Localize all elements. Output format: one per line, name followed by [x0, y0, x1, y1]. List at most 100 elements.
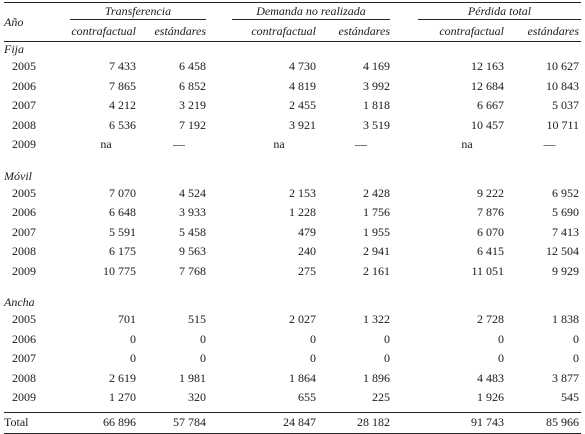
value-cell: 701	[118, 312, 136, 327]
value-cell: 7 413	[552, 224, 580, 239]
value-cell: 515	[188, 312, 207, 327]
value-cell: 6 536	[109, 117, 136, 132]
value-cell: 10 627	[546, 59, 580, 74]
table-row: 2007 4 212 3 219 2 455 1 818 6 667 5 037	[4, 96, 581, 116]
year-cell: 2008	[12, 370, 36, 385]
value-cell: 7 876	[477, 205, 505, 220]
value-cell: 6 952	[552, 185, 580, 200]
year-cell: 2006	[12, 78, 36, 93]
total-value: 28 182	[357, 415, 391, 429]
group-header-row: Año Transferencia Demanda no realizada P…	[4, 2, 582, 29]
value-cell: 275	[298, 263, 317, 278]
value-cell: 6 667	[477, 98, 505, 113]
value-cell: 4 483	[477, 370, 505, 385]
value-cell: 1 981	[179, 370, 207, 385]
section-label: Fija	[4, 42, 24, 56]
table-row: 2008 6 536 7 192 3 921 3 519 10 457 10 7…	[4, 116, 581, 136]
value-cell: 3 877	[552, 370, 580, 385]
value-cell: 0	[573, 351, 580, 366]
sub-header-estandares-2: estándares	[338, 24, 391, 38]
value-cell: 5 690	[552, 205, 580, 220]
year-cell: 2006	[12, 331, 36, 346]
value-cell: 0	[310, 331, 317, 346]
group-header-transferencia: Transferencia	[56, 3, 210, 23]
year-cell: 2005	[12, 59, 36, 74]
value-cell: 2 455	[289, 98, 317, 113]
value-cell: —	[173, 137, 185, 152]
table-row: 2005 7 070 4 524 2 153 2 428 9 222 6 952	[4, 184, 581, 204]
year-cell: 2006	[12, 205, 36, 220]
value-cell: 0	[200, 331, 207, 346]
value-cell: 2 428	[363, 185, 391, 200]
total-row: Total 66 896 57 784 24 847 28 182 91 743…	[4, 412, 582, 433]
value-cell: 7 192	[179, 117, 207, 132]
value-cell: 12 504	[546, 244, 580, 259]
value-cell: —	[543, 137, 556, 152]
value-cell: 2 619	[109, 370, 136, 385]
table-row: 2005 7 433 6 458 4 730 4 169 12 163 10 6…	[4, 57, 581, 77]
value-cell: 479	[298, 224, 317, 239]
table-row: 2009 1 270 320 655 225 1 926 545	[4, 388, 582, 412]
value-cell: 6 175	[109, 244, 136, 259]
value-cell: 1 270	[109, 390, 136, 405]
value-cell: 1 228	[289, 205, 317, 220]
year-cell: 2008	[12, 117, 36, 132]
year-cell: 2007	[12, 98, 36, 113]
value-cell: 2 153	[289, 185, 317, 200]
value-cell: 6 070	[477, 224, 505, 239]
table-row: 2007 5 591 5 458 479 1 955 6 070 7 413	[4, 223, 581, 243]
value-cell: 6 648	[109, 205, 136, 220]
data-table: Año Transferencia Demanda no realizada P…	[4, 2, 582, 434]
value-cell: na	[273, 137, 285, 152]
value-cell: 4 819	[289, 78, 317, 93]
value-cell: 240	[298, 244, 317, 259]
table-row: 2007 0 0 0 0 0 0	[4, 349, 581, 369]
total-label: Total	[4, 415, 29, 429]
section-row-fija: Fija	[4, 42, 581, 58]
spacer-row	[4, 155, 581, 169]
year-cell: 2008	[12, 244, 36, 259]
value-cell: 4 212	[109, 98, 136, 113]
total-value: 85 966	[546, 415, 580, 429]
value-cell: 5 458	[179, 224, 207, 239]
value-cell: 7 865	[109, 78, 136, 93]
value-cell: 545	[561, 390, 580, 405]
sub-header-contrafactual-1: contrafactual	[71, 24, 136, 38]
value-cell: 0	[498, 351, 505, 366]
sub-header-contrafactual-3: contrafactual	[439, 24, 505, 38]
total-value: 57 784	[173, 415, 207, 429]
value-cell: 2 161	[363, 263, 391, 278]
value-cell: 2 027	[289, 312, 317, 327]
value-cell: 1 322	[363, 312, 391, 327]
value-cell: 7 070	[109, 185, 136, 200]
value-cell: 4 730	[289, 59, 317, 74]
value-cell: 225	[372, 390, 391, 405]
total-value: 66 896	[103, 415, 136, 429]
value-cell: 655	[298, 390, 317, 405]
value-cell: 10 775	[103, 263, 136, 278]
value-cell: 0	[573, 331, 580, 346]
value-cell: 1 818	[363, 98, 391, 113]
value-cell: na	[461, 137, 473, 152]
value-cell: 0	[130, 331, 136, 346]
value-cell: 1 955	[363, 224, 391, 239]
table-row: 2008 2 619 1 981 1 864 1 896 4 483 3 877	[4, 369, 581, 389]
year-cell: 2009	[12, 390, 36, 405]
sub-header-contrafactual-2: contrafactual	[251, 24, 317, 38]
value-cell: 12 684	[471, 78, 505, 93]
sub-header-estandares-1: estándares	[154, 24, 207, 38]
section-row-movil: Móvil	[4, 169, 581, 184]
year-cell: 2007	[12, 351, 36, 366]
year-cell: 2009	[12, 137, 36, 152]
total-value: 91 743	[471, 415, 505, 429]
value-cell: 9 222	[477, 185, 505, 200]
value-cell: 1 926	[477, 390, 505, 405]
value-cell: 9 563	[179, 244, 207, 259]
year-cell: 2007	[12, 224, 36, 239]
spacer-row	[4, 281, 581, 295]
value-cell: 5 591	[109, 224, 136, 239]
value-cell: 3 992	[363, 78, 391, 93]
value-cell: 0	[498, 331, 505, 346]
year-cell: 2009	[12, 263, 36, 278]
